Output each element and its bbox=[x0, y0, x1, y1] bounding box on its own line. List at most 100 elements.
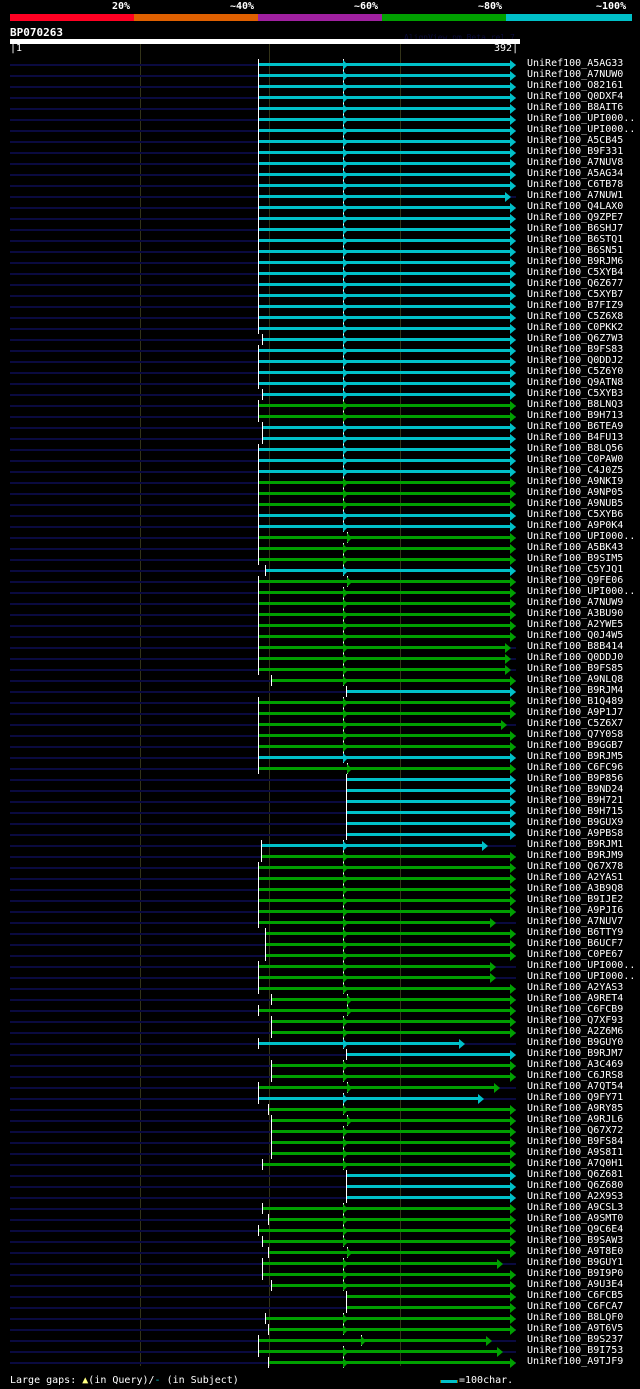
hit-label[interactable]: UniRef100_Q0DXF4 bbox=[527, 91, 624, 102]
hit-row[interactable]: UniRef100_C6FC96 bbox=[0, 762, 640, 774]
hit-row[interactable]: UniRef100_Q0DXF4 bbox=[0, 91, 640, 103]
hit-label[interactable]: UniRef100_Q7Y0S8 bbox=[527, 729, 624, 740]
alignment-segment[interactable] bbox=[258, 316, 514, 319]
hit-label[interactable]: UniRef100_Q0J4W5 bbox=[527, 630, 624, 641]
hit-label[interactable]: UniRef100_B9RJM9 bbox=[527, 850, 624, 861]
hit-label[interactable]: UniRef100_B9GGB7 bbox=[527, 740, 624, 751]
hit-label[interactable]: UniRef100_B9RJM5 bbox=[527, 751, 624, 762]
hit-row[interactable]: UniRef100_C5Z6Y0 bbox=[0, 366, 640, 378]
hit-label[interactable]: UniRef100_C5YJQ1 bbox=[527, 564, 624, 575]
hit-row[interactable]: UniRef100_A3B9Q8 bbox=[0, 883, 640, 895]
alignment-segment[interactable] bbox=[258, 294, 514, 297]
hit-label[interactable]: UniRef100_B1Q489 bbox=[527, 696, 624, 707]
hit-row[interactable]: UniRef100_C6JRS8 bbox=[0, 1070, 640, 1082]
hit-label[interactable]: UniRef100_C0PAW0 bbox=[527, 454, 624, 465]
alignment-segment[interactable] bbox=[264, 569, 514, 572]
alignment-segment[interactable] bbox=[346, 1196, 514, 1199]
alignment-segment[interactable] bbox=[262, 338, 514, 341]
hit-row[interactable]: UniRef100_UPI000.. bbox=[0, 586, 640, 598]
alignment-segment[interactable] bbox=[258, 250, 514, 253]
alignment-segment[interactable] bbox=[346, 800, 514, 803]
hit-row[interactable]: UniRef100_B8LQ56 bbox=[0, 443, 640, 455]
hit-label[interactable]: UniRef100_B6UCF7 bbox=[527, 938, 624, 949]
hit-row[interactable]: UniRef100_A9NUB5 bbox=[0, 498, 640, 510]
alignment-segment[interactable] bbox=[258, 85, 514, 88]
hit-label[interactable]: UniRef100_B6STQ1 bbox=[527, 234, 624, 245]
hit-row[interactable]: UniRef100_A5BK43 bbox=[0, 542, 640, 554]
hit-row[interactable]: UniRef100_B9I9P0 bbox=[0, 1268, 640, 1280]
alignment-segment[interactable] bbox=[267, 1328, 514, 1331]
hit-label[interactable]: UniRef100_B9FS83 bbox=[527, 344, 624, 355]
hit-label[interactable]: UniRef100_B9S237 bbox=[527, 1334, 624, 1345]
hit-label[interactable]: UniRef100_Q67X72 bbox=[527, 1125, 624, 1136]
alignment-segment[interactable] bbox=[258, 382, 514, 385]
hit-row[interactable]: UniRef100_Q67X78 bbox=[0, 861, 640, 873]
hit-row[interactable]: UniRef100_B9P856 bbox=[0, 773, 640, 785]
hit-row[interactable]: UniRef100_C5XYB4 bbox=[0, 267, 640, 279]
hit-label[interactable]: UniRef100_UPI000.. bbox=[527, 960, 636, 971]
hit-label[interactable]: UniRef100_A9NP05 bbox=[527, 487, 624, 498]
hit-row[interactable]: UniRef100_C5XYB7 bbox=[0, 289, 640, 301]
hit-label[interactable]: UniRef100_A7NUV7 bbox=[527, 916, 624, 927]
hit-row[interactable]: UniRef100_UPI000.. bbox=[0, 960, 640, 972]
hit-label[interactable]: UniRef100_B4FU13 bbox=[527, 432, 624, 443]
alignment-segment[interactable] bbox=[264, 954, 514, 957]
alignment-segment[interactable] bbox=[346, 690, 514, 693]
hit-label[interactable]: UniRef100_B9P856 bbox=[527, 773, 624, 784]
hit-row[interactable]: UniRef100_C0PKK2 bbox=[0, 322, 640, 334]
hit-label[interactable]: UniRef100_A9NKI9 bbox=[527, 476, 624, 487]
hit-label[interactable]: UniRef100_O82161 bbox=[527, 80, 624, 91]
alignment-segment[interactable] bbox=[258, 459, 514, 462]
hit-row[interactable]: UniRef100_B9H715 bbox=[0, 806, 640, 818]
hit-label[interactable]: UniRef100_B9H713 bbox=[527, 410, 624, 421]
alignment-segment[interactable] bbox=[262, 1273, 514, 1276]
hit-row[interactable]: UniRef100_B9F331 bbox=[0, 146, 640, 158]
hit-row[interactable]: UniRef100_B9GUY0 bbox=[0, 1037, 640, 1049]
hit-label[interactable]: UniRef100_UPI000.. bbox=[527, 113, 636, 124]
alignment-segment[interactable] bbox=[271, 1284, 514, 1287]
hit-label[interactable]: UniRef100_A9S8I1 bbox=[527, 1147, 624, 1158]
hit-label[interactable]: UniRef100_A5BK43 bbox=[527, 542, 624, 553]
alignment-segment[interactable] bbox=[346, 811, 514, 814]
alignment-segment[interactable] bbox=[258, 558, 514, 561]
hit-row[interactable]: UniRef100_A2X9S3 bbox=[0, 1191, 640, 1203]
hit-label[interactable]: UniRef100_A3B9Q8 bbox=[527, 883, 624, 894]
hit-label[interactable]: UniRef100_A9U3E4 bbox=[527, 1279, 624, 1290]
hit-label[interactable]: UniRef100_C6FCB5 bbox=[527, 1290, 624, 1301]
alignment-segment[interactable] bbox=[258, 206, 514, 209]
hit-row[interactable]: UniRef100_Q9ATN8 bbox=[0, 377, 640, 389]
hit-row[interactable]: UniRef100_A9NLQ8 bbox=[0, 674, 640, 686]
hit-label[interactable]: UniRef100_C5XYB4 bbox=[527, 267, 624, 278]
alignment-segment[interactable] bbox=[264, 932, 514, 935]
hit-row[interactable]: UniRef100_A7NUW9 bbox=[0, 597, 640, 609]
hit-label[interactable]: UniRef100_Q6Z680 bbox=[527, 1180, 624, 1191]
hit-row[interactable]: UniRef100_B6TTY9 bbox=[0, 927, 640, 939]
alignment-segment[interactable] bbox=[271, 1020, 514, 1023]
hit-row[interactable]: UniRef100_A9TJF9 bbox=[0, 1356, 640, 1368]
hit-row[interactable]: UniRef100_Q9C6E4 bbox=[0, 1224, 640, 1236]
hit-label[interactable]: UniRef100_Q9C6E4 bbox=[527, 1224, 624, 1235]
hit-label[interactable]: UniRef100_B9RJM7 bbox=[527, 1048, 624, 1059]
hit-label[interactable]: UniRef100_C5XYB6 bbox=[527, 509, 624, 520]
hit-row[interactable]: UniRef100_A5AG33 bbox=[0, 58, 640, 70]
hit-row[interactable]: UniRef100_B9FS85 bbox=[0, 663, 640, 675]
hit-row[interactable]: UniRef100_C4J0Z5 bbox=[0, 465, 640, 477]
alignment-segment[interactable] bbox=[271, 1031, 514, 1034]
alignment-segment[interactable] bbox=[258, 305, 514, 308]
alignment-segment[interactable] bbox=[346, 833, 514, 836]
hit-row[interactable]: UniRef100_A9CSL3 bbox=[0, 1202, 640, 1214]
hit-row[interactable]: UniRef100_A9PBS8 bbox=[0, 828, 640, 840]
alignment-segment[interactable] bbox=[258, 624, 514, 627]
hit-row[interactable]: UniRef100_A9RY85 bbox=[0, 1103, 640, 1115]
hit-row[interactable]: UniRef100_Q9FY71 bbox=[0, 1092, 640, 1104]
alignment-segment[interactable] bbox=[262, 393, 514, 396]
alignment-segment[interactable] bbox=[258, 1042, 462, 1045]
hit-label[interactable]: UniRef100_B8AIT6 bbox=[527, 102, 624, 113]
alignment-segment[interactable] bbox=[346, 1306, 514, 1309]
alignment-segment[interactable] bbox=[258, 173, 514, 176]
hit-label[interactable]: UniRef100_A3BU90 bbox=[527, 608, 624, 619]
alignment-segment[interactable] bbox=[258, 1350, 501, 1353]
hit-row[interactable]: UniRef100_A7QT54 bbox=[0, 1081, 640, 1093]
hit-row[interactable]: UniRef100_A9P0K4 bbox=[0, 520, 640, 532]
alignment-segment[interactable] bbox=[258, 602, 514, 605]
